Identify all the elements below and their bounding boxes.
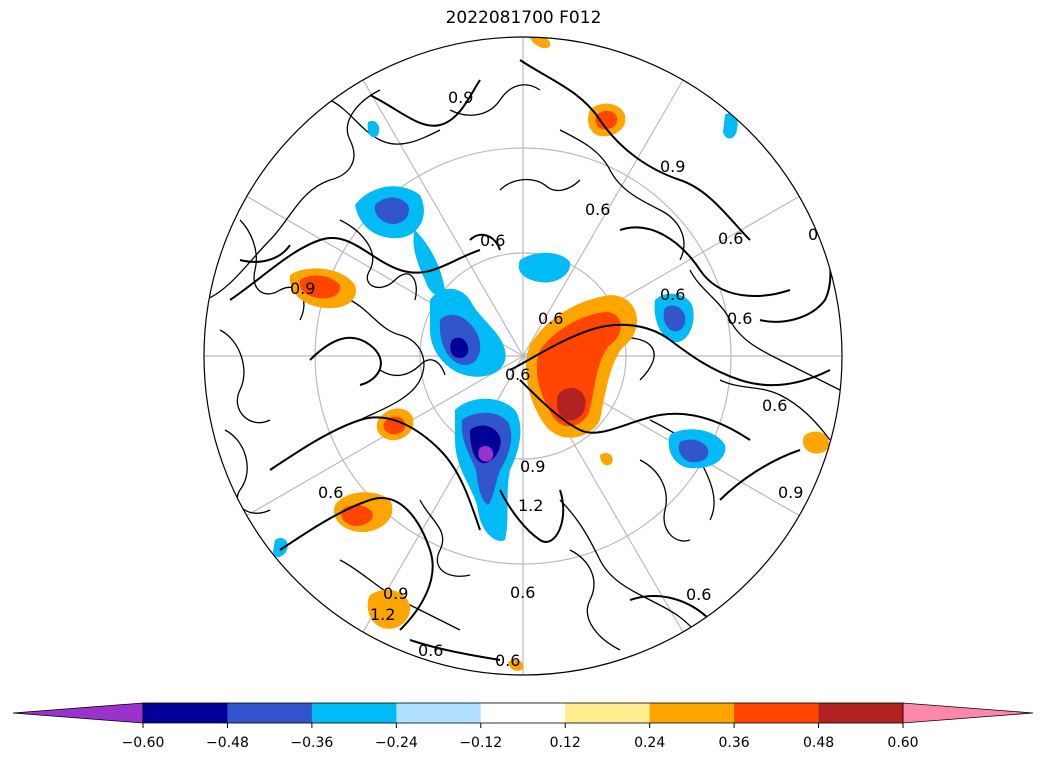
contour-label: 0.6 [727,309,752,328]
positive-anomaly-siberia-north [588,103,626,137]
positive-anomaly-greenland [289,268,356,309]
colorbar-over-extension [902,702,1034,724]
negative-anomaly-small-3 [367,120,380,138]
colorbar-tick-label: 0.36 [719,735,750,751]
contour-label: 0.6 [718,229,743,248]
contours [229,59,832,661]
contour-label: 0.6 [318,483,343,502]
positive-anomaly-bottom [508,660,524,671]
positive-anomaly-small-1 [600,452,613,466]
graticule [204,37,842,675]
negative-anomaly-canada [355,186,445,296]
colorbar-bin [396,703,482,723]
contour-label: 1.2 [370,605,395,624]
colorbar-bin [734,703,820,723]
map-boundary [203,36,843,676]
colorbar: −0.60 −0.48 −0.36 −0.24 −0.12 0.12 0.24 0.36 0.4… [12,702,1034,751]
contour-label: 0.6 [505,365,530,384]
anomaly-shading [273,37,830,671]
map-title: 2022081700 F012 [445,8,602,28]
colorbar-bin [565,703,651,723]
contour-label: 0.9 [383,584,408,603]
colorbar-bin [311,703,397,723]
colorbar-tick-label: −0.60 [122,735,165,751]
positive-anomaly-baffin [376,408,414,441]
positive-anomaly-labrador [367,589,411,629]
positive-anomaly-east-edge [802,431,830,454]
contour-label: 0.9 [290,279,315,298]
contour-labels: 0.9 0.6 0.6 0.9 0.6 0.6 0.6 0.6 0.6 0.6 … [290,88,833,670]
colorbar-bin [649,703,735,723]
contour-label: 0.6 [418,641,443,660]
negative-anomaly-siberia [654,293,726,469]
colorbar-tick-label: −0.36 [290,735,333,751]
contour-label: 0.9 [448,88,473,107]
colorbar-tick-label: 0.12 [550,735,581,751]
colorbar-bin [227,703,313,723]
colorbar-tick-label: 0.48 [803,735,834,751]
colorbar-bin [480,703,566,723]
contour-label: 1.2 [518,496,543,515]
colorbar-tick-label: 0.60 [887,735,918,751]
colorbar-frame [142,702,904,724]
positive-anomaly-hudson [334,492,393,533]
positive-anomaly-top [530,37,551,49]
contour-label: 0.9 [520,457,545,476]
map-content: 0.9 0.6 0.6 0.9 0.6 0.6 0.6 0.6 0.6 0.6 … [204,37,842,675]
negative-anomaly-pole [518,252,571,283]
negative-anomaly-small-2 [273,538,288,558]
negative-anomaly-small-1 [723,113,738,139]
contour-label: 0.6 [686,585,711,604]
negative-anomaly-central [430,288,506,377]
colorbar-tick-label: −0.48 [206,735,249,751]
colorbar-tick-label: −0.12 [459,735,502,751]
contour-label: 0.6 [480,231,505,250]
colorbar-tick-label: 0.24 [634,735,665,751]
positive-anomaly-kara [525,295,637,438]
contour-label: 0.6 [585,200,610,219]
contour-label: 0.6 [660,285,685,304]
contour-label: 0.9 [778,483,803,502]
colorbar-tick-label: −0.24 [375,735,418,751]
colorbar-under-extension [12,702,144,724]
contour-label: 0.6 [538,309,563,328]
contour-label: 0.9 [660,157,685,176]
negative-anomaly-south [455,398,521,541]
colorbar-bin [818,703,904,723]
contour-label: 0.6 [762,396,787,415]
colorbar-bin [143,703,228,723]
contour-label: 0.6 [510,583,535,602]
contour-label: 0.6 [495,651,520,670]
